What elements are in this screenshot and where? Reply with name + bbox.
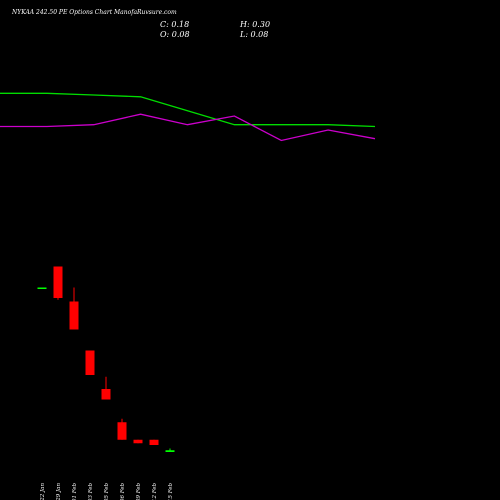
candle-body — [69, 301, 79, 330]
indicator-line-1 — [0, 92, 376, 128]
x-tick-label: 22 Jan — [40, 483, 46, 500]
x-tick-label: 29 Jan — [56, 483, 62, 500]
x-tick-label: 03 Feb — [88, 483, 94, 500]
close-value: C: 0.18 — [160, 20, 189, 29]
open-value: O: 0.08 — [160, 30, 190, 39]
candle-body — [37, 287, 47, 289]
x-tick-label: 15 Feb — [168, 483, 174, 500]
x-axis-ticks: 22 Jan 29 Jan 01 Feb 03 Feb 05 Feb 06 Feb 09 F… — [40, 483, 174, 500]
candles — [37, 266, 175, 452]
indicator-line-2 — [0, 113, 376, 142]
candle-body — [101, 389, 111, 400]
candle-body — [165, 450, 175, 452]
x-tick-label: 09 Feb — [136, 483, 142, 500]
candle-body — [85, 350, 95, 375]
x-tick-label: 06 Feb — [120, 483, 126, 500]
candle-body — [149, 439, 159, 445]
x-tick-label: 05 Feb — [104, 483, 110, 500]
candle-body — [117, 422, 127, 440]
x-tick-label: 12 Feb — [152, 483, 158, 500]
candle-body — [53, 266, 63, 298]
x-tick-label: 01 Feb — [72, 483, 78, 500]
low-value: L: 0.08 — [239, 30, 268, 39]
chart-title: NYKAA 242.50 PE Options Chart ManofaRuvs… — [11, 9, 177, 16]
candle-body — [133, 439, 143, 444]
indicator-lines — [0, 92, 376, 142]
high-value: H: 0.30 — [239, 20, 270, 29]
